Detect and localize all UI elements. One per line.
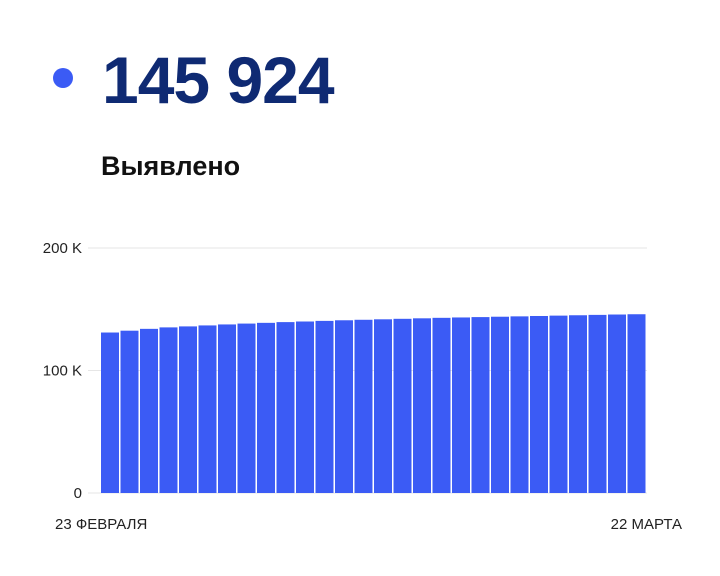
bar [296,321,314,493]
bar [237,323,256,493]
total-count: 145 924 [102,43,335,117]
x-start-label: 23 ФЕВРАЛЯ [55,516,147,533]
bar [452,317,470,493]
bar [374,319,392,493]
y-axis-ticks: 0 100 K 200 K [43,240,82,502]
bar [354,319,373,493]
x-end-label: 22 МАРТА [611,516,682,533]
bar [393,318,412,493]
bar [432,317,451,493]
bar [471,317,490,493]
legend-bullet-icon [53,68,73,88]
y-tick-label: 0 [74,485,82,502]
bar [491,316,509,493]
bar [198,325,217,493]
bar [588,314,607,493]
bar [413,318,431,493]
bar [276,322,295,493]
bar [159,327,178,493]
bar [569,315,587,493]
bar [218,324,236,493]
bar [549,315,568,493]
bars [101,314,646,493]
bar [510,316,529,493]
y-tick-label: 100 K [43,363,82,380]
y-tick-label: 200 K [43,240,82,257]
bar [140,328,158,493]
bar [120,330,139,493]
bar [608,314,626,493]
bar [179,326,197,493]
bar [627,314,646,493]
bar [335,320,353,493]
bar [257,322,275,493]
metric-label: Выявлено [101,151,241,181]
bar [101,332,119,493]
bar [530,315,548,493]
bar [315,320,334,493]
